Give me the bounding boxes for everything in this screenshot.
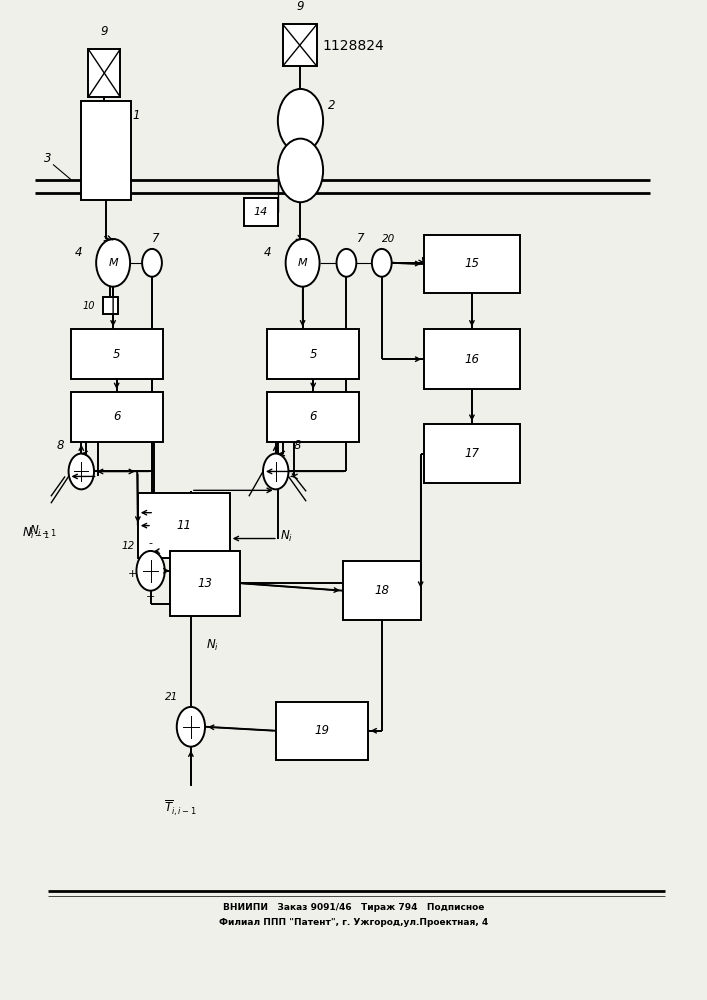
Bar	[81, 101, 131, 200]
Circle shape	[177, 707, 205, 747]
Bar	[71, 329, 163, 379]
Bar	[244, 198, 278, 226]
Text: 8: 8	[293, 439, 300, 452]
Bar	[276, 702, 368, 760]
Circle shape	[278, 89, 323, 153]
Bar	[170, 551, 240, 616]
Text: $N_{i-1}$: $N_{i-1}$	[21, 526, 49, 541]
Text: +: +	[146, 592, 156, 602]
Circle shape	[136, 551, 165, 591]
Bar	[267, 329, 359, 379]
Text: 1: 1	[133, 109, 140, 122]
Text: 3: 3	[45, 152, 52, 165]
Text: 1128824: 1128824	[322, 39, 385, 53]
Text: 6: 6	[113, 410, 120, 423]
Text: 2: 2	[328, 99, 335, 112]
Text: 12: 12	[122, 541, 134, 551]
Bar	[138, 493, 230, 558]
Text: $\overline{T}_{i,i-1}$: $\overline{T}_{i,i-1}$	[164, 799, 197, 818]
Bar	[424, 329, 520, 389]
Circle shape	[286, 239, 320, 287]
Circle shape	[278, 139, 323, 202]
Text: 13: 13	[197, 577, 213, 590]
Text: 4: 4	[264, 246, 271, 259]
Text: M: M	[108, 258, 118, 268]
Text: Филиал ППП "Патент", г. Ужгород,ул.Проектная, 4: Филиал ППП "Патент", г. Ужгород,ул.Проек…	[219, 918, 488, 927]
Circle shape	[263, 454, 288, 489]
Circle shape	[69, 454, 94, 489]
Text: 7: 7	[152, 232, 159, 245]
Text: $N_{i-1}$: $N_{i-1}$	[28, 524, 57, 539]
Text: 7: 7	[357, 232, 364, 245]
Text: 18: 18	[374, 584, 390, 597]
Text: $N_i$: $N_i$	[206, 638, 218, 653]
Text: 20: 20	[382, 234, 395, 244]
Bar	[424, 424, 520, 483]
Text: ВНИИПИ   Заказ 9091/46   Тираж 794   Подписное: ВНИИПИ Заказ 9091/46 Тираж 794 Подписное	[223, 903, 484, 912]
Text: 15: 15	[464, 257, 479, 270]
Text: 5: 5	[113, 348, 120, 361]
Text: 19: 19	[314, 724, 329, 737]
Text: 21: 21	[165, 692, 177, 702]
Bar	[88, 49, 120, 97]
Text: 9: 9	[100, 25, 108, 38]
Text: 4: 4	[75, 246, 82, 259]
Text: 11: 11	[176, 519, 192, 532]
Bar	[71, 392, 163, 442]
Bar	[424, 235, 520, 293]
Text: 6: 6	[310, 410, 317, 423]
Bar	[283, 24, 317, 66]
Text: 16: 16	[464, 353, 479, 366]
Bar	[103, 297, 118, 314]
Text: 5: 5	[310, 348, 317, 361]
Text: -: -	[148, 538, 153, 548]
Text: 8: 8	[57, 439, 64, 452]
Circle shape	[372, 249, 392, 277]
Text: +: +	[127, 569, 137, 579]
Text: M: M	[298, 258, 308, 268]
Text: 17: 17	[464, 447, 479, 460]
Text: 10: 10	[82, 301, 95, 311]
Bar	[267, 392, 359, 442]
Circle shape	[337, 249, 356, 277]
Text: $N_i$: $N_i$	[280, 528, 293, 544]
Bar	[343, 561, 421, 620]
Circle shape	[142, 249, 162, 277]
Text: 9: 9	[296, 0, 303, 13]
Text: 14: 14	[254, 207, 268, 217]
Circle shape	[96, 239, 130, 287]
